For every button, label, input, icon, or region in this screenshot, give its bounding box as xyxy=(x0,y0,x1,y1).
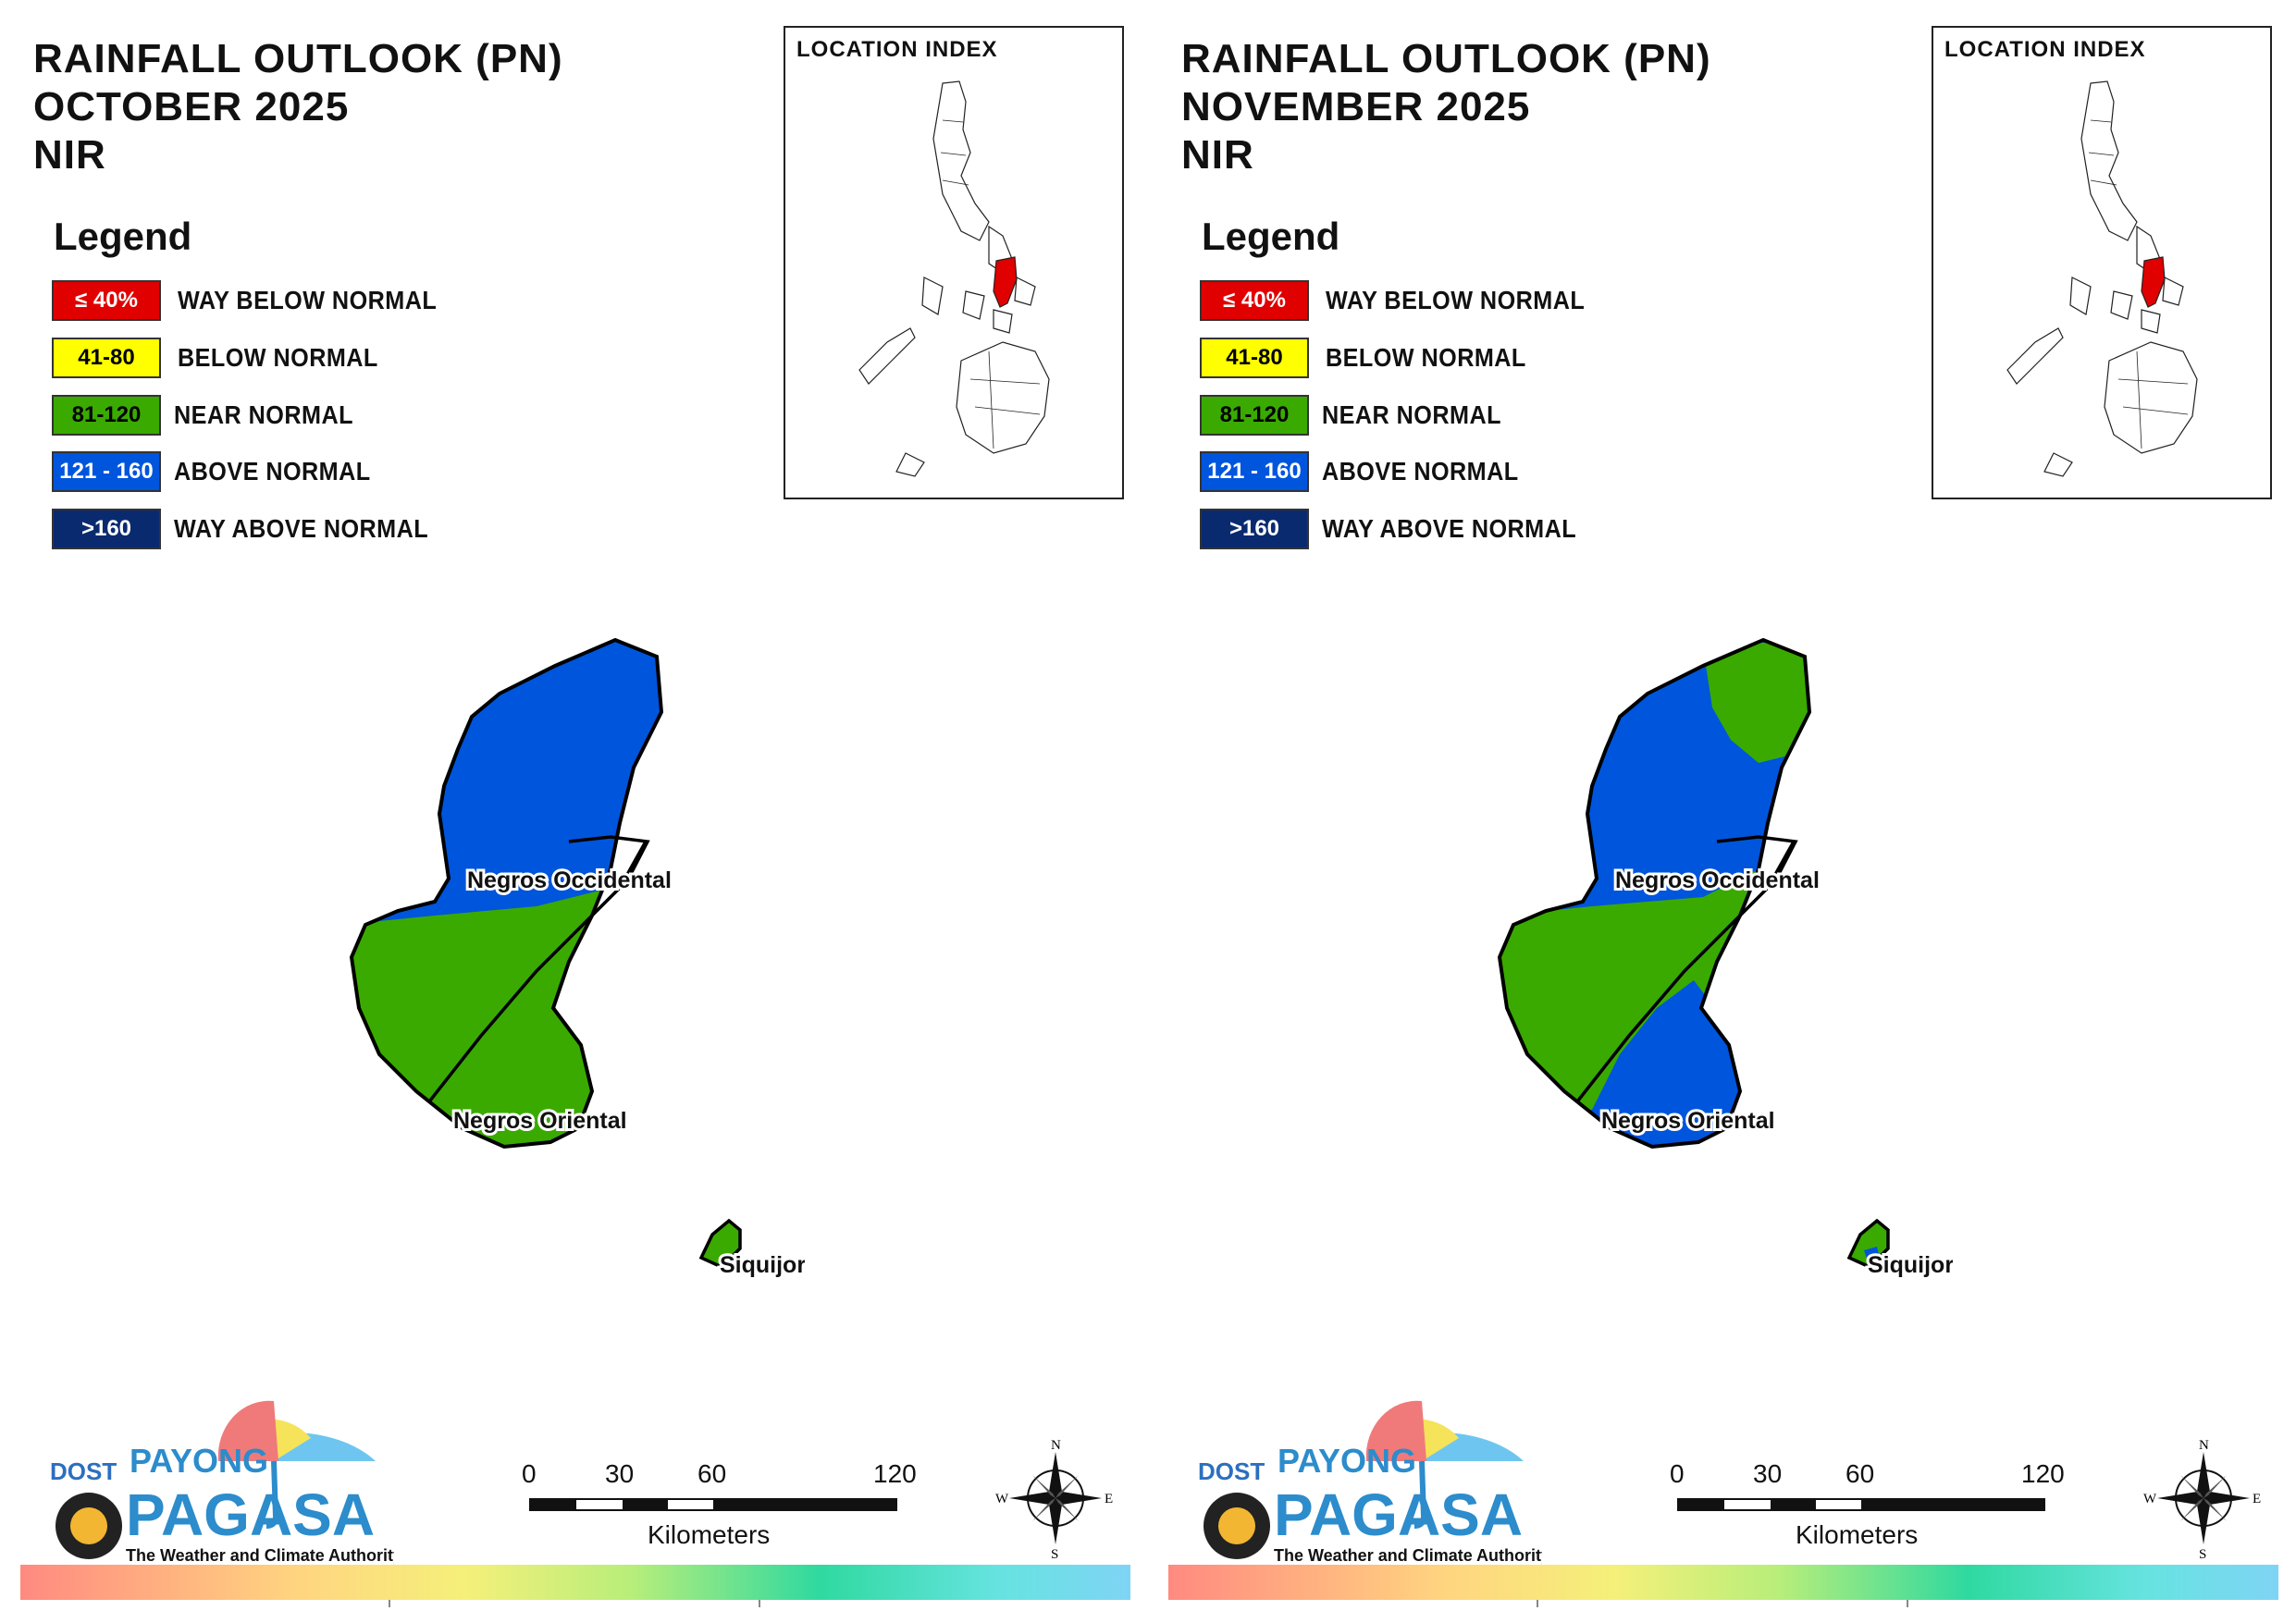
legend-swatch: 121 - 160 xyxy=(52,451,161,492)
label-negros-occidental: Negros Occidental xyxy=(467,867,672,893)
scale-tick-label: 0 xyxy=(1670,1459,1685,1488)
scale-tick-label: 30 xyxy=(605,1459,635,1488)
footer-tick xyxy=(1537,1600,1538,1607)
scale-tick-label: 60 xyxy=(1845,1459,1875,1488)
title-line-1: RAINFALL OUTLOOK (PN) xyxy=(1181,36,1711,81)
footer-tick xyxy=(759,1600,760,1607)
legend-item-above: 121 - 160 ABOVE NORMAL xyxy=(52,451,477,494)
nir-highlight xyxy=(993,256,1018,308)
scale-bar: 0 30 60 120 Kilometers xyxy=(1666,1459,2073,1561)
map-title: RAINFALL OUTLOOK (PN) OCTOBER 2025 NIR xyxy=(33,35,563,179)
outlook-panel-november: RAINFALL OUTLOOK (PN) NOVEMBER 2025 NIR … xyxy=(1148,0,2296,1623)
legend-item-above: 121 - 160 ABOVE NORMAL xyxy=(1200,451,1625,494)
location-index: LOCATION INDEX xyxy=(1932,26,2272,499)
label-siquijor: Siquijor xyxy=(720,1252,805,1278)
logo-payong: PAYONG xyxy=(130,1442,268,1480)
location-index-title: LOCATION INDEX xyxy=(796,37,998,62)
scale-tick-label: 0 xyxy=(522,1459,537,1488)
legend-item-way-below: ≤ 40% WAY BELOW NORMAL xyxy=(1200,280,1625,323)
legend-swatch: 121 - 160 xyxy=(1200,451,1309,492)
logo-dost: DOST xyxy=(50,1457,117,1485)
footer-tick xyxy=(1907,1600,1908,1607)
logo-tagline: The Weather and Climate Authority xyxy=(1274,1546,1542,1565)
scale-tick-label: 30 xyxy=(1753,1459,1783,1488)
legend-label: WAY ABOVE NORMAL xyxy=(1322,514,1577,543)
compass-e: E xyxy=(2253,1492,2261,1506)
legend-label: ABOVE NORMAL xyxy=(174,457,371,486)
compass-n: N xyxy=(2199,1438,2209,1453)
footer-gradient-bar xyxy=(20,1565,1130,1600)
label-negros-occidental: Negros Occidental xyxy=(1615,867,1820,893)
logo-pagasa: PAGASA xyxy=(1274,1482,1523,1548)
scale-unit: Kilometers xyxy=(648,1520,771,1549)
outlook-panel-october: RAINFALL OUTLOOK (PN) OCTOBER 2025 NIR L… xyxy=(20,26,1130,1607)
philippines-index-map xyxy=(2006,80,2198,477)
logo-tagline: The Weather and Climate Authority xyxy=(126,1546,394,1565)
title-line-3: NIR xyxy=(1181,132,1254,178)
compass-s: S xyxy=(1051,1547,1058,1558)
logo-dost: DOST xyxy=(1198,1457,1265,1485)
legend-swatch: 81-120 xyxy=(52,395,161,436)
legend-swatch: >160 xyxy=(52,509,161,549)
compass-w: W xyxy=(995,1492,1009,1506)
legend-item-below: 41-80 BELOW NORMAL xyxy=(52,338,477,380)
scale-tick-label: 120 xyxy=(873,1459,917,1488)
location-index: LOCATION INDEX xyxy=(784,26,1124,499)
payong-pagasa-logo: DOST PAYONG PAGASA The Weather and Clima… xyxy=(50,1400,394,1565)
footer-tick xyxy=(389,1600,390,1607)
legend-item-way-above: >160 WAY ABOVE NORMAL xyxy=(52,509,477,551)
compass-w: W xyxy=(2143,1492,2157,1506)
region-map-october: Negros Occidental Negros Oriental Siquij… xyxy=(349,637,805,1281)
legend-title: Legend xyxy=(1202,215,1340,258)
label-negros-oriental: Negros Oriental xyxy=(1601,1108,1775,1134)
legend-swatch: 41-80 xyxy=(52,338,161,378)
payong-pagasa-logo: DOST PAYONG PAGASA The Weather and Clima… xyxy=(1198,1400,1542,1565)
map-title: RAINFALL OUTLOOK (PN) NOVEMBER 2025 NIR xyxy=(1181,35,1711,179)
north-arrow-icon: N S E W xyxy=(995,1438,1113,1558)
legend-swatch: ≤ 40% xyxy=(1200,280,1309,321)
label-negros-oriental: Negros Oriental xyxy=(453,1108,627,1134)
legend-swatch: >160 xyxy=(1200,509,1309,549)
scale-tick-label: 60 xyxy=(697,1459,727,1488)
region-map-november: Negros Occidental Negros Oriental Siquij… xyxy=(1497,637,1953,1281)
legend-item-below: 41-80 BELOW NORMAL xyxy=(1200,338,1625,380)
legend-label: BELOW NORMAL xyxy=(178,343,378,372)
title-line-3: NIR xyxy=(33,132,106,178)
title-line-2: NOVEMBER 2025 xyxy=(1181,84,1531,129)
title-line-1: RAINFALL OUTLOOK (PN) xyxy=(33,36,563,81)
scale-unit: Kilometers xyxy=(1796,1520,1919,1549)
philippines-index-map xyxy=(858,80,1050,477)
scale-bar: 0 30 60 120 Kilometers xyxy=(518,1459,925,1561)
scale-bar-graphic xyxy=(529,1498,897,1511)
title-line-2: OCTOBER 2025 xyxy=(33,84,350,129)
scale-bar-graphic xyxy=(1677,1498,2045,1511)
legend-item-near: 81-120 NEAR NORMAL xyxy=(52,395,477,437)
legend-item-way-below: ≤ 40% WAY BELOW NORMAL xyxy=(52,280,477,323)
logo-payong: PAYONG xyxy=(1278,1442,1416,1480)
legend-label: BELOW NORMAL xyxy=(1326,343,1526,372)
north-arrow-icon: N S E W xyxy=(2143,1438,2261,1558)
legend-swatch: 41-80 xyxy=(1200,338,1309,378)
location-index-title: LOCATION INDEX xyxy=(1944,37,2146,62)
legend-label: NEAR NORMAL xyxy=(174,400,353,429)
legend-item-way-above: >160 WAY ABOVE NORMAL xyxy=(1200,509,1625,551)
legend-swatch: ≤ 40% xyxy=(52,280,161,321)
legend-swatch: 81-120 xyxy=(1200,395,1309,436)
nir-highlight xyxy=(2141,256,2166,308)
legend-item-near: 81-120 NEAR NORMAL xyxy=(1200,395,1625,437)
logo-pagasa: PAGASA xyxy=(126,1482,375,1548)
footer-gradient-bar xyxy=(1168,1565,2278,1600)
legend-label: ABOVE NORMAL xyxy=(1322,457,1519,486)
label-siquijor: Siquijor xyxy=(1868,1252,1953,1278)
compass-s: S xyxy=(2199,1547,2206,1558)
compass-e: E xyxy=(1105,1492,1113,1506)
scale-tick-label: 120 xyxy=(2021,1459,2065,1488)
legend-label: NEAR NORMAL xyxy=(1322,400,1501,429)
legend-label: WAY BELOW NORMAL xyxy=(1326,286,1586,314)
legend-label: WAY ABOVE NORMAL xyxy=(174,514,429,543)
legend-title: Legend xyxy=(54,215,192,258)
compass-n: N xyxy=(1051,1438,1061,1453)
legend-label: WAY BELOW NORMAL xyxy=(178,286,438,314)
